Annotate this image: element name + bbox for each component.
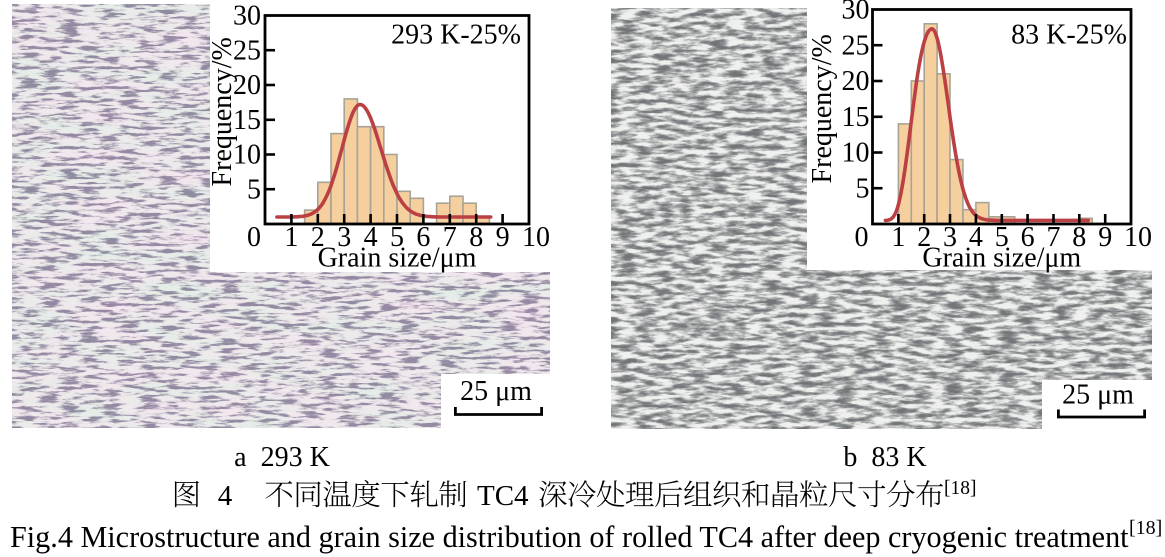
svg-text:b 83 K: b 83 K — [843, 442, 926, 473]
svg-text:0: 0 — [247, 222, 261, 253]
svg-text:a 293 K: a 293 K — [234, 442, 330, 473]
svg-text:7: 7 — [1047, 222, 1061, 253]
svg-text:3: 3 — [337, 222, 351, 253]
svg-text:20: 20 — [842, 66, 870, 97]
svg-text:25: 25 — [842, 31, 870, 62]
svg-text:1: 1 — [891, 222, 905, 253]
svg-text:83 K-25%: 83 K-25% — [1011, 20, 1127, 51]
svg-text:6: 6 — [1021, 222, 1035, 253]
svg-text:4: 4 — [218, 480, 233, 512]
svg-text:15: 15 — [842, 102, 870, 133]
svg-text:5: 5 — [390, 222, 404, 253]
svg-text:6: 6 — [416, 222, 430, 253]
svg-text:[18]: [18] — [944, 478, 977, 499]
svg-text:10: 10 — [233, 140, 261, 171]
svg-text:25 μm: 25 μm — [460, 376, 532, 407]
svg-text:Frequency/%: Frequency/% — [807, 34, 838, 183]
svg-text:2: 2 — [917, 222, 931, 253]
svg-text:Grain size/μm: Grain size/μm — [922, 243, 1081, 274]
svg-text:30: 30 — [842, 0, 870, 26]
svg-text:9: 9 — [1098, 222, 1112, 253]
svg-text:20: 20 — [233, 70, 261, 101]
svg-text:5: 5 — [247, 174, 261, 205]
svg-text:8: 8 — [469, 222, 483, 253]
svg-text:4: 4 — [969, 222, 983, 253]
svg-text:TC4: TC4 — [477, 480, 529, 512]
svg-text:25: 25 — [233, 36, 261, 67]
svg-text:10: 10 — [522, 222, 550, 253]
svg-text:293 K-25%: 293 K-25% — [391, 20, 521, 51]
svg-text:10: 10 — [1124, 222, 1152, 253]
svg-text:8: 8 — [1072, 222, 1086, 253]
svg-text:7: 7 — [443, 222, 457, 253]
svg-text:5: 5 — [856, 173, 870, 204]
svg-text:9: 9 — [496, 222, 510, 253]
svg-text:2: 2 — [311, 222, 325, 253]
svg-text:Grain size/μm: Grain size/μm — [318, 243, 477, 274]
svg-text:Frequency/%: Frequency/% — [207, 37, 238, 186]
svg-text:10: 10 — [842, 138, 870, 169]
svg-text:15: 15 — [233, 105, 261, 136]
svg-text:25 μm: 25 μm — [1062, 380, 1134, 411]
svg-text:30: 30 — [233, 1, 261, 32]
svg-text:[18]: [18] — [1129, 517, 1162, 539]
svg-text:5: 5 — [995, 222, 1009, 253]
svg-text:3: 3 — [943, 222, 957, 253]
svg-text:4: 4 — [364, 222, 378, 253]
svg-text:1: 1 — [284, 222, 298, 253]
svg-text:Fig.4 Microstructure and grain: Fig.4 Microstructure and grain size dist… — [10, 520, 1129, 554]
svg-text:0: 0 — [855, 222, 869, 253]
